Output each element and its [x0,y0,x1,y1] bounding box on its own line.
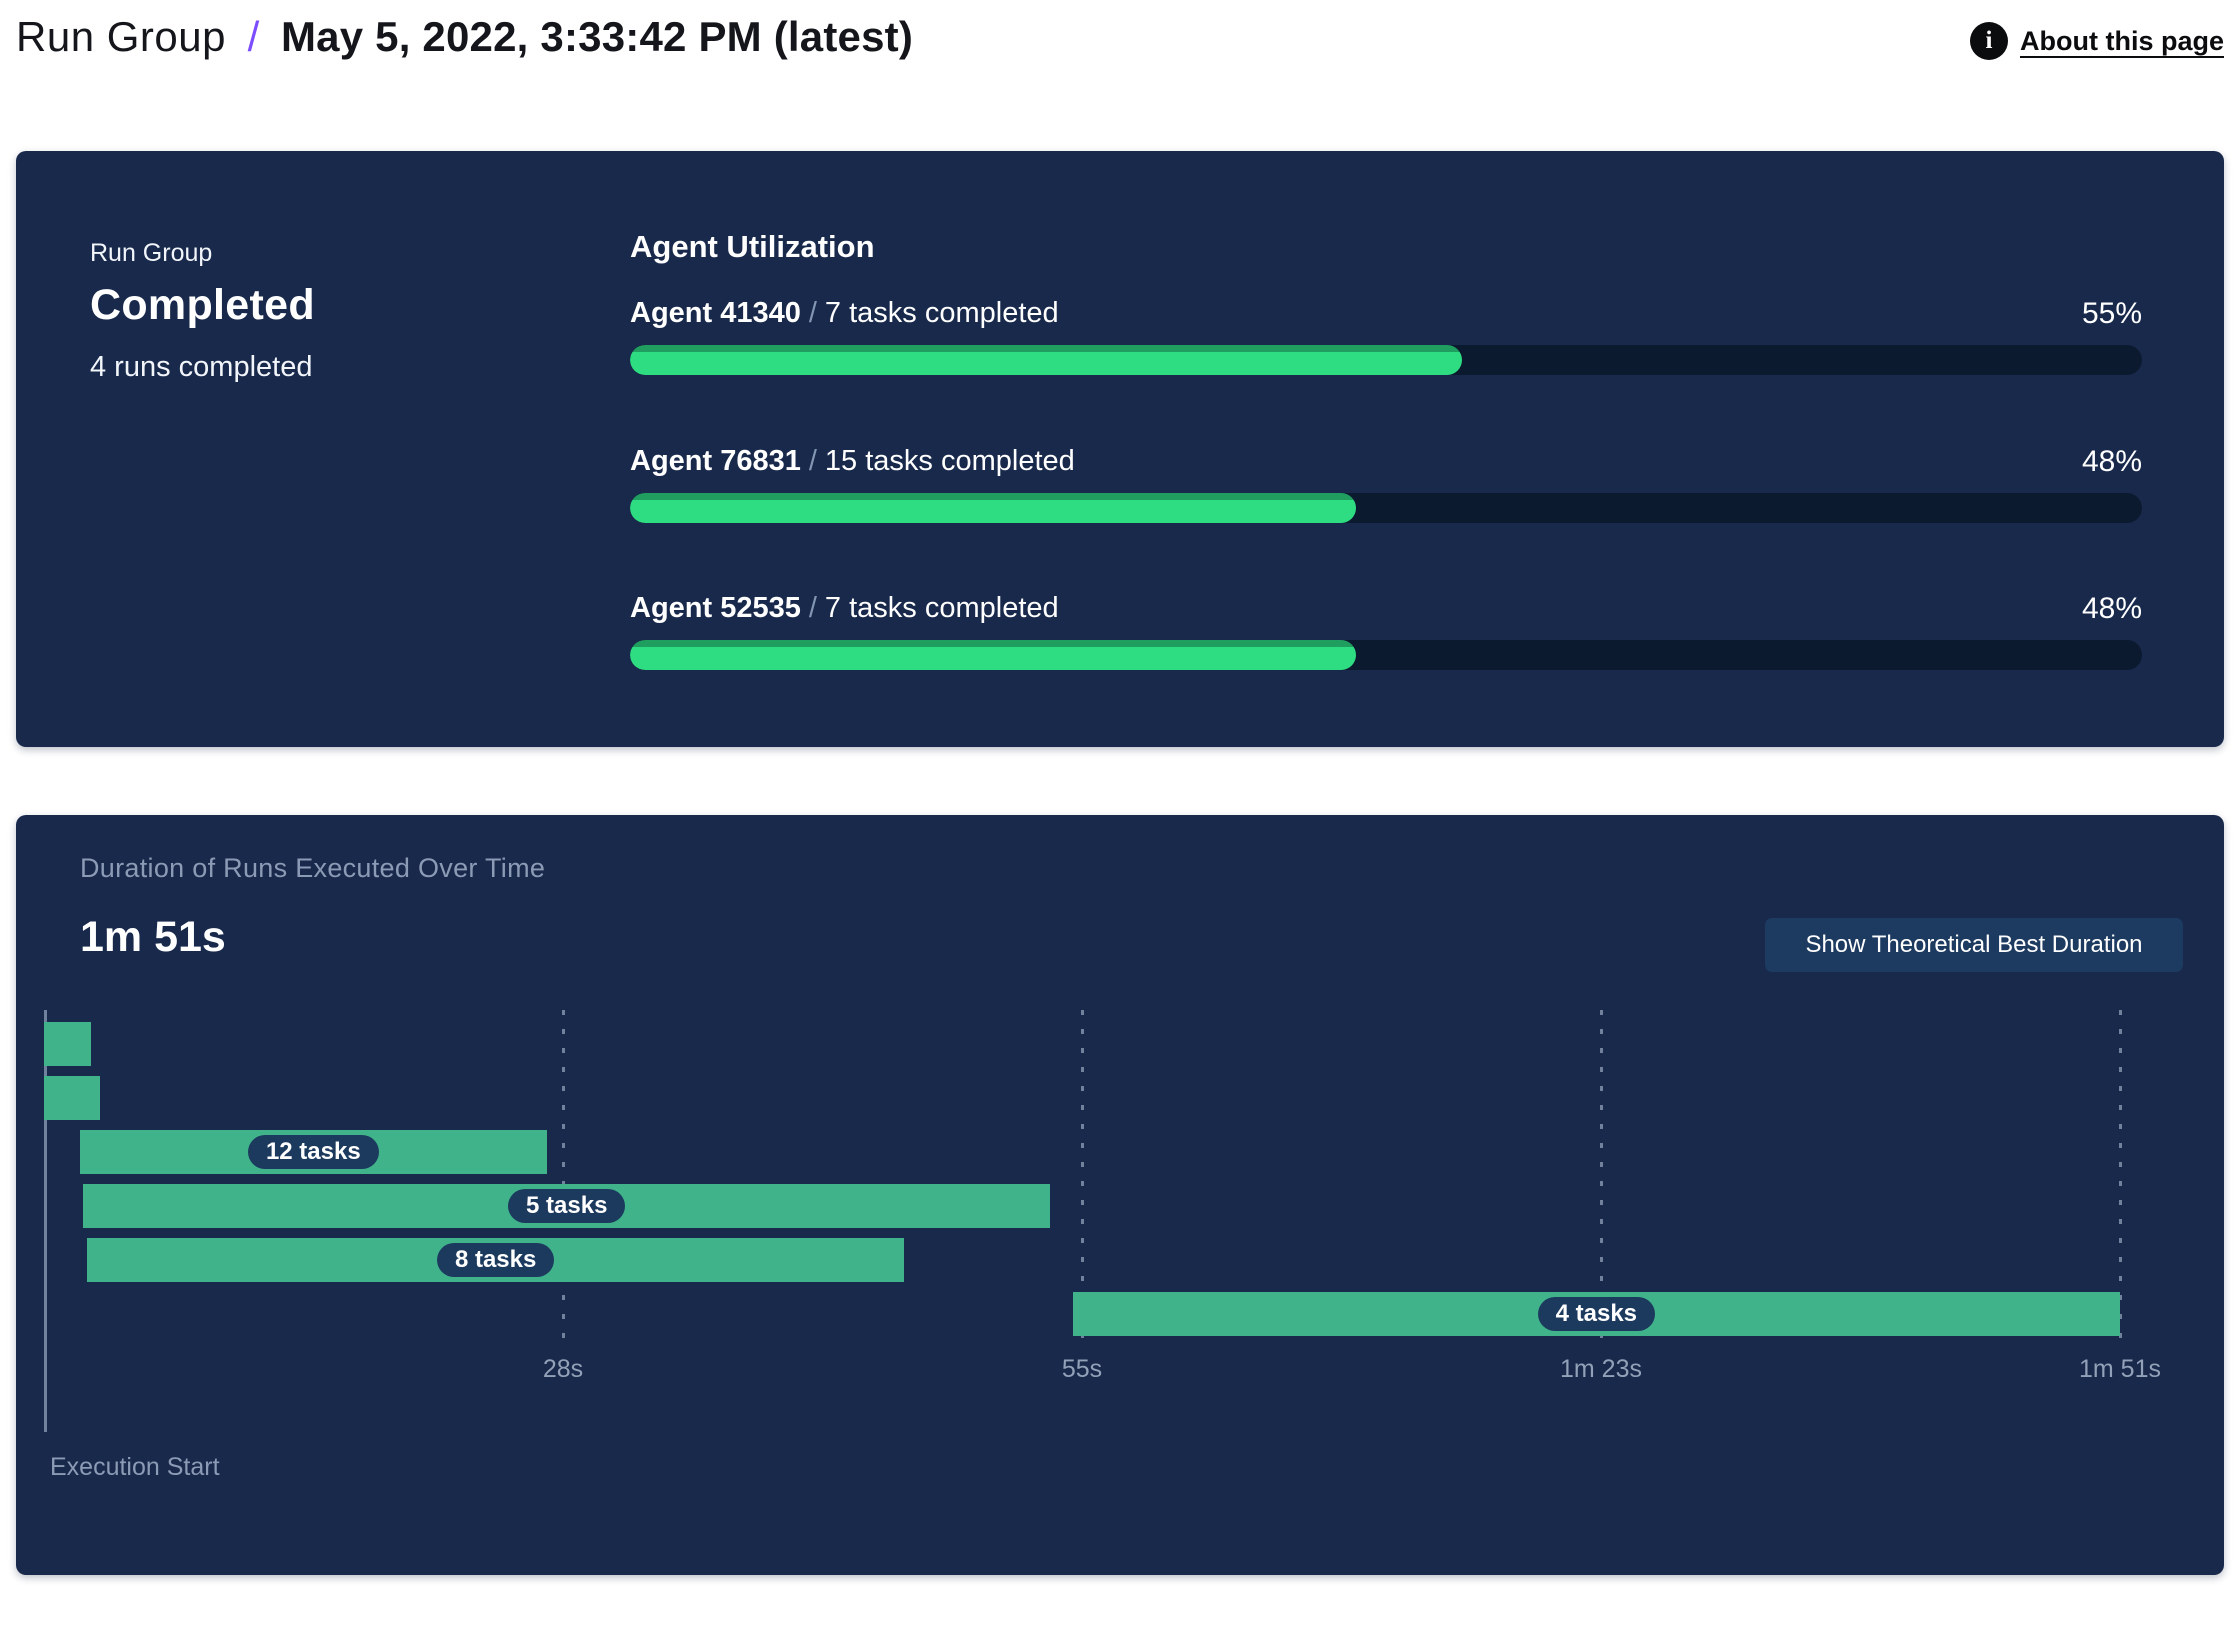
show-theoretical-best-duration-button[interactable]: Show Theoretical Best Duration [1765,918,2183,972]
duration-chart-subtitle: Duration of Runs Executed Over Time [80,853,546,883]
agent-utilization-percent: 55% [2081,297,2142,330]
gantt-axis-tick-label: 55s [1061,1355,1103,1383]
page-title: May 5, 2022, 3:33:42 PM (latest) [280,13,914,60]
gantt-gridline [2119,1010,2122,1343]
agent-utilization-row: Agent 76831/15 tasks completed 48% [630,445,2142,535]
execution-start-axis-line [44,1010,47,1432]
info-icon: i [1970,22,2008,60]
total-duration-value: 1m 51s [80,913,226,961]
utilization-progress-fill [630,493,1356,523]
page-header: Run Group / May 5, 2022, 3:33:42 PM (lat… [16,8,2224,68]
utilization-progress-fill [630,345,1462,375]
agent-utilization-percent: 48% [2081,592,2142,625]
utilization-progress-track [630,493,2142,523]
agent-tasks-completed: 15 tasks completed [824,445,1075,477]
run-group-label: Run Group [90,239,213,267]
gantt-task-count-pill: 5 tasks [508,1189,626,1223]
gantt-run-bar[interactable] [44,1022,91,1066]
utilization-progress-fill [630,640,1356,670]
gantt-run-bar[interactable]: 4 tasks [1072,1292,2120,1336]
agent-name: Agent 76831 [630,445,801,477]
agent-divider: / [808,297,817,329]
gantt-run-bar[interactable]: 12 tasks [79,1130,548,1174]
gantt-axis-tick-label: 28s [542,1355,584,1383]
agent-name: Agent 41340 [630,297,801,329]
gantt-task-count-pill: 4 tasks [1537,1297,1656,1331]
agent-utilization-row: Agent 52535/7 tasks completed 48% [630,592,2142,682]
agent-divider: / [808,592,817,624]
gantt-run-bar[interactable] [44,1076,101,1120]
agent-utilization-row: Agent 41340/7 tasks completed 55% [630,297,2142,387]
about-this-page[interactable]: i About this page [1970,22,2224,60]
gantt-run-bar[interactable]: 5 tasks [83,1184,1051,1228]
duration-of-runs-card: Duration of Runs Executed Over Time 1m 5… [16,815,2224,1575]
agent-tasks-completed: 7 tasks completed [824,592,1059,624]
breadcrumb-separator: / [247,13,260,60]
gantt-task-count-pill: 8 tasks [436,1243,555,1277]
gantt-axis-tick-label: 1m 23s [1560,1355,1642,1383]
run-group-status: Completed [90,281,315,329]
agent-utilization-percent: 48% [2081,445,2142,478]
breadcrumb: Run Group / May 5, 2022, 3:33:42 PM (lat… [16,8,2224,66]
utilization-progress-track [630,640,2142,670]
run-group-summary-card: Run Group Completed 4 runs completed Age… [16,151,2224,747]
about-this-page-link[interactable]: About this page [2020,25,2224,56]
gantt-gridline [562,1010,565,1343]
gantt-gridline [1081,1010,1084,1343]
runs-gantt-chart: Execution Start 28s 55s 1m 23s 1m 51s 12 tas… [16,1010,2224,1550]
runs-completed-count: 4 runs completed [90,351,313,383]
gantt-gridline [1600,1010,1603,1343]
gantt-run-bar[interactable]: 8 tasks [87,1238,905,1282]
utilization-progress-track [630,345,2142,375]
gantt-task-count-pill: 12 tasks [247,1135,379,1169]
breadcrumb-root[interactable]: Run Group [16,13,226,60]
execution-start-label: Execution Start [50,1453,220,1481]
agent-name: Agent 52535 [630,592,801,624]
agent-utilization-title: Agent Utilization [630,229,875,264]
agent-tasks-completed: 7 tasks completed [824,297,1059,329]
gantt-axis-tick-label: 1m 51s [2079,1355,2161,1383]
agent-divider: / [808,445,817,477]
